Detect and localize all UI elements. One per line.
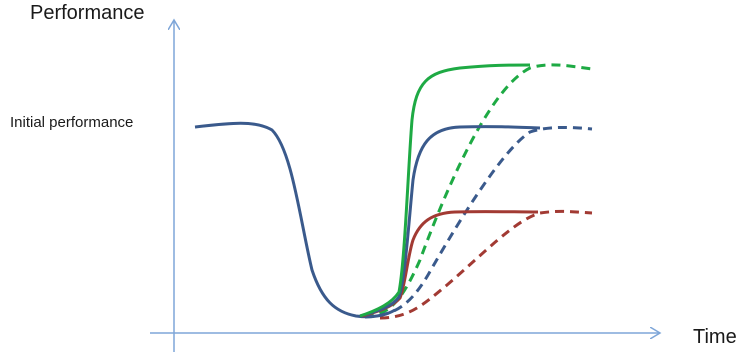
blue-fast-curve xyxy=(359,125,541,318)
x-axis-title: Time xyxy=(693,326,737,348)
red-gradual-curve xyxy=(379,209,593,320)
blue-baseline-curve xyxy=(194,121,396,319)
initial-performance-label: Initial performance xyxy=(10,114,134,131)
green-fast-curve xyxy=(359,63,531,318)
blue-gradual-curve xyxy=(364,125,593,319)
y-axis-title: Performance xyxy=(30,2,145,24)
green-gradual-curve xyxy=(364,63,593,319)
red-fast-curve xyxy=(361,210,539,318)
